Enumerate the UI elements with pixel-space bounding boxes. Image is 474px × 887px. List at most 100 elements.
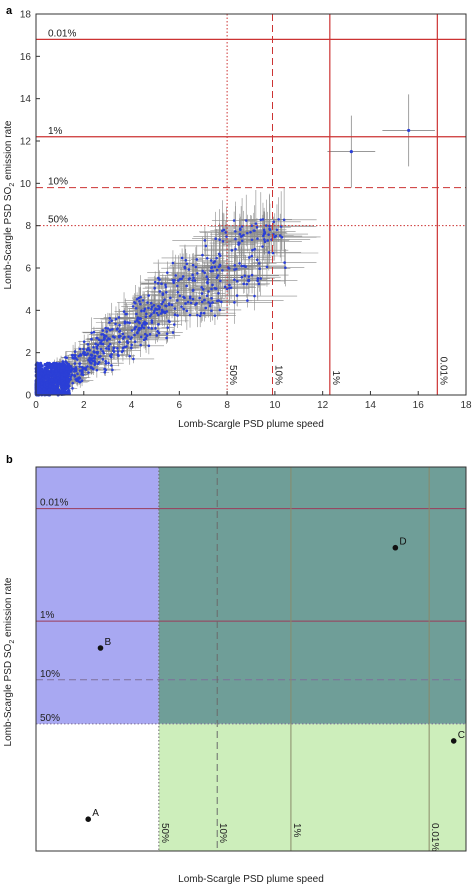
data-point bbox=[216, 269, 219, 272]
data-point bbox=[48, 384, 51, 387]
data-point bbox=[130, 347, 133, 350]
data-point bbox=[119, 330, 122, 333]
data-point bbox=[210, 309, 213, 312]
data-point bbox=[258, 262, 261, 265]
x-tick-label: 14 bbox=[365, 400, 377, 411]
data-point bbox=[102, 343, 105, 346]
data-point bbox=[148, 345, 151, 348]
data-point bbox=[71, 387, 74, 390]
data-point bbox=[100, 348, 103, 351]
data-point bbox=[281, 236, 284, 239]
data-point bbox=[109, 343, 112, 346]
data-point bbox=[168, 303, 171, 306]
data-point bbox=[221, 269, 224, 272]
data-point bbox=[122, 347, 125, 350]
data-point bbox=[266, 239, 269, 242]
data-point bbox=[139, 317, 142, 320]
data-point bbox=[94, 361, 97, 364]
data-point bbox=[195, 266, 198, 269]
data-point bbox=[276, 228, 279, 231]
data-point bbox=[256, 279, 259, 282]
data-point bbox=[157, 282, 160, 285]
data-point bbox=[150, 302, 153, 305]
data-point bbox=[172, 281, 175, 284]
data-point bbox=[182, 296, 185, 299]
data-point bbox=[239, 228, 242, 231]
data-point bbox=[256, 258, 259, 261]
data-point bbox=[248, 275, 251, 278]
data-point bbox=[242, 283, 245, 286]
data-point bbox=[159, 290, 162, 293]
data-point bbox=[149, 333, 152, 336]
data-point bbox=[256, 226, 259, 229]
data-point bbox=[74, 356, 77, 359]
data-point bbox=[173, 323, 176, 326]
data-point bbox=[108, 338, 111, 341]
panel-a-x-axis-label: Lomb-Scargle PSD plume speed bbox=[178, 419, 324, 430]
data-point bbox=[40, 372, 43, 375]
data-point bbox=[92, 368, 95, 371]
data-point bbox=[47, 371, 50, 374]
panel-b-letter: b bbox=[6, 454, 13, 466]
data-point bbox=[154, 307, 157, 310]
data-point bbox=[126, 340, 129, 343]
data-point bbox=[259, 277, 262, 280]
y-threshold-label: 10% bbox=[40, 669, 60, 680]
data-point bbox=[135, 313, 138, 316]
data-point bbox=[108, 348, 111, 351]
data-point bbox=[103, 368, 106, 371]
data-point bbox=[110, 319, 113, 322]
data-point bbox=[169, 297, 172, 300]
data-point bbox=[192, 289, 195, 292]
data-point bbox=[207, 290, 210, 293]
panel-a-y-axis-label: Lomb-Scargle PSD SO2 emission rate bbox=[3, 120, 16, 289]
data-point bbox=[240, 265, 243, 268]
region-high-speed bbox=[159, 724, 466, 851]
data-point bbox=[110, 364, 113, 367]
data-point bbox=[263, 238, 266, 241]
data-point bbox=[179, 278, 182, 281]
data-point bbox=[139, 296, 142, 299]
data-point bbox=[65, 386, 68, 389]
data-point bbox=[140, 336, 143, 339]
data-point bbox=[262, 218, 265, 221]
data-point bbox=[238, 242, 241, 245]
data-point bbox=[256, 237, 259, 240]
data-point bbox=[56, 391, 59, 394]
data-point bbox=[40, 369, 43, 372]
data-point bbox=[201, 301, 204, 304]
data-point bbox=[207, 301, 210, 304]
y-tick-label: 4 bbox=[25, 306, 31, 317]
data-point bbox=[45, 383, 48, 386]
data-point bbox=[147, 326, 150, 329]
example-point-a bbox=[85, 816, 91, 822]
data-point bbox=[117, 350, 120, 353]
data-point bbox=[216, 276, 219, 279]
data-point bbox=[144, 308, 147, 311]
data-point bbox=[96, 347, 99, 350]
data-point bbox=[189, 297, 192, 300]
data-point bbox=[79, 369, 82, 372]
data-point bbox=[76, 372, 79, 375]
data-point bbox=[192, 276, 195, 279]
data-point bbox=[41, 390, 44, 393]
data-point bbox=[241, 276, 244, 279]
data-point bbox=[79, 362, 82, 365]
data-point bbox=[234, 264, 237, 267]
data-point bbox=[177, 291, 180, 294]
data-point bbox=[245, 219, 248, 222]
data-point bbox=[171, 304, 174, 307]
x-tick-label: 6 bbox=[177, 400, 183, 411]
data-point bbox=[166, 332, 169, 335]
data-point bbox=[165, 337, 168, 340]
data-point bbox=[113, 336, 116, 339]
data-point bbox=[174, 274, 177, 277]
panel-a-errorbars bbox=[36, 94, 435, 395]
data-point bbox=[135, 307, 138, 310]
data-point bbox=[116, 327, 119, 330]
data-point bbox=[118, 341, 121, 344]
data-point bbox=[150, 308, 153, 311]
data-point bbox=[37, 390, 40, 393]
data-point bbox=[93, 331, 96, 334]
data-point bbox=[160, 303, 163, 306]
